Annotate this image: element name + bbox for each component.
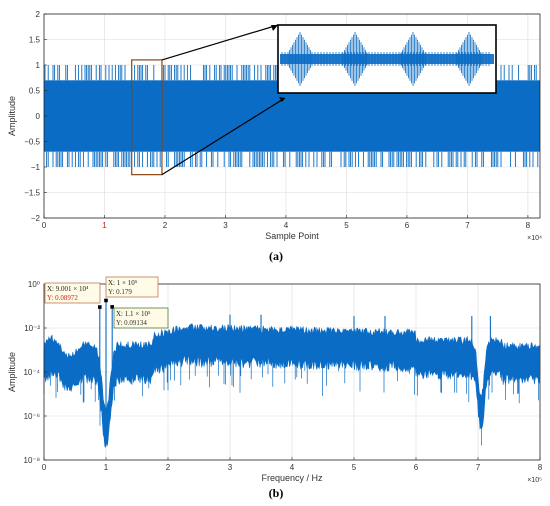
caption-a: (a) — [269, 249, 283, 263]
zoom-region-rect — [131, 59, 163, 176]
x-tick-label: 7 — [465, 221, 470, 230]
datatip-y: Y: 0.08972 — [47, 294, 78, 302]
y-tick-label: 2 — [36, 10, 41, 19]
x-tick-label: 6 — [414, 463, 419, 472]
zoom-arrow-bottom — [279, 97, 285, 102]
datatip-x: X: 1.1 × 10⁵ — [116, 310, 151, 318]
x-axis-label: Frequency / Hz — [261, 473, 323, 483]
y-tick-label: −1 — [31, 163, 41, 172]
y-tick-label: 10⁰ — [28, 280, 40, 289]
caption-b: (b) — [269, 486, 284, 500]
zoom-connector-top — [161, 24, 279, 61]
x-tick-label: 6 — [405, 221, 410, 230]
datatip-marker — [98, 305, 102, 309]
x-tick-label: 1 — [102, 221, 107, 230]
x-exponent-label: ×10⁵ — [527, 477, 542, 484]
y-tick-label: −2 — [31, 214, 41, 223]
y-tick-label: 10⁻² — [24, 324, 40, 333]
x-tick-label: 2 — [163, 221, 168, 230]
y-tick-label: 10⁻⁸ — [24, 456, 41, 465]
y-tick-label: 0 — [36, 112, 41, 121]
inset-signal — [281, 32, 490, 86]
y-tick-label: −1.5 — [24, 189, 40, 198]
zoom-connector-bottom — [161, 97, 286, 176]
zoom-arrow-top — [271, 25, 278, 31]
y-axis-label: Amplitude — [7, 352, 17, 392]
datatip-y: Y: 0.09134 — [116, 319, 147, 327]
datatip-x: X: 1 × 10⁵ — [108, 279, 138, 287]
datatip-x: X: 9.001 × 10⁴ — [47, 285, 89, 293]
x-tick-label: 3 — [228, 463, 233, 472]
x-tick-label: 1 — [104, 463, 109, 472]
y-tick-label: 1 — [36, 61, 41, 70]
x-tick-label: 0 — [42, 463, 47, 472]
x-tick-label: 5 — [352, 463, 357, 472]
y-tick-label: −0.5 — [24, 138, 40, 147]
x-tick-label: 5 — [344, 221, 349, 230]
x-tick-label: 7 — [476, 463, 481, 472]
x-tick-label: 3 — [223, 221, 228, 230]
datatip-box — [113, 307, 169, 329]
spectrum-band — [43, 323, 540, 448]
x-tick-label: 4 — [284, 221, 289, 230]
spectrum-chart: 0 1 2 3 4 5 6 7 8 10⁰ 10⁻² 10⁻⁴ 10⁻⁶ 10⁻⁸ Frequency / … — [7, 276, 543, 484]
x-tick-label: 8 — [538, 463, 543, 472]
y-tick-label: 10⁻⁴ — [23, 368, 40, 377]
time-domain-chart: 0 1 2 3 4 5 6 7 8 −2 −1.5 −1 −0.5 0 0.5 1 1.5 2 Sample Poi… — [7, 10, 542, 242]
datatip-box — [44, 282, 101, 304]
x-tick-label: 4 — [290, 463, 295, 472]
x-tick-label: 2 — [166, 463, 171, 472]
x-exponent-label: ×10⁴ — [527, 235, 542, 242]
y-tick-label: 0.5 — [29, 87, 41, 96]
x-axis-label: Sample Point — [265, 231, 319, 241]
datatip-y: Y: 0.179 — [108, 288, 132, 296]
y-tick-label: 10⁻⁶ — [24, 412, 40, 421]
y-tick-label: 1.5 — [29, 36, 41, 45]
datatip-box — [105, 276, 159, 298]
x-tick-label: 0 — [42, 221, 47, 230]
datatip-marker — [104, 298, 108, 303]
x-tick-label: 8 — [526, 221, 531, 230]
y-axis-label: Amplitude — [7, 96, 17, 136]
datatip-marker — [110, 305, 114, 309]
